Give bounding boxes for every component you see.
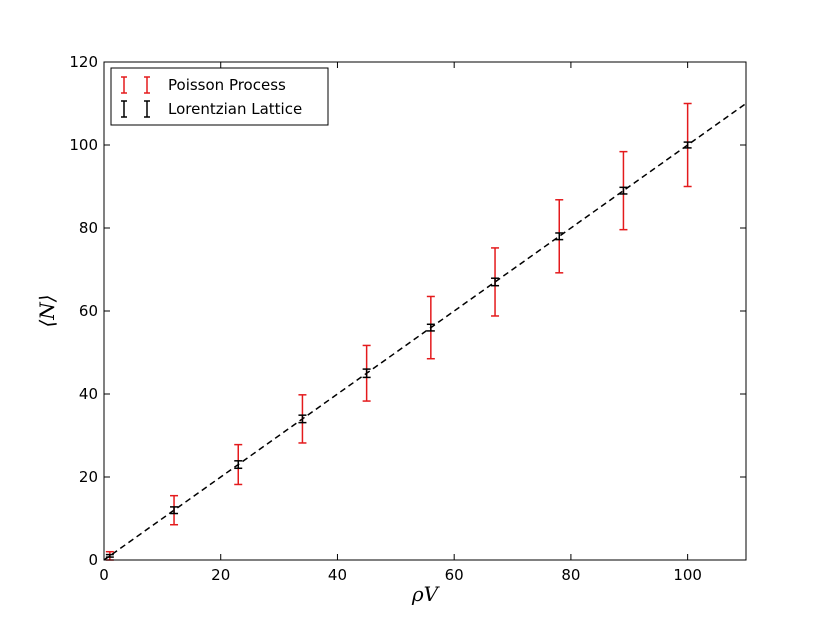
legend-label-lorentzian: Lorentzian Lattice bbox=[168, 100, 302, 118]
tick-layer: 0 20 40 60 80 100 0 20 40 60 80 100 120 bbox=[69, 53, 746, 584]
legend-item-poisson: Poisson Process bbox=[121, 76, 286, 94]
x-tick-label-5: 100 bbox=[673, 566, 702, 584]
y-tick-label-3: 60 bbox=[79, 302, 98, 320]
legend-label-poisson: Poisson Process bbox=[168, 76, 286, 94]
x-tick-label-3: 60 bbox=[445, 566, 464, 584]
x-tick-label-1: 20 bbox=[211, 566, 230, 584]
x-tick-label-4: 80 bbox=[561, 566, 580, 584]
y-tick-label-2: 40 bbox=[79, 385, 98, 403]
y-axis-label: ⟨N⟩ bbox=[35, 294, 59, 327]
lorentzian-errorbar-1 bbox=[170, 506, 179, 515]
lorentzian-errorbar-0 bbox=[105, 553, 114, 558]
y-tick-label-1: 20 bbox=[79, 468, 98, 486]
fit-line bbox=[103, 102, 747, 561]
legend-item-lorentzian: Lorentzian Lattice bbox=[121, 100, 302, 118]
lorentzian-errorbar-2 bbox=[234, 460, 243, 470]
lorentzian-errorbar-3 bbox=[298, 414, 307, 424]
y-tick-label-6: 120 bbox=[69, 53, 98, 71]
fit-line-layer bbox=[103, 102, 747, 561]
y-tick-label-0: 0 bbox=[88, 551, 98, 569]
x-tick-label-2: 40 bbox=[328, 566, 347, 584]
legend: Poisson Process Lorentzian Lattice bbox=[110, 67, 329, 126]
y-tick-label-5: 100 bbox=[69, 136, 98, 154]
lorentzian-errorbar-6 bbox=[491, 277, 500, 287]
lorentzian-errorbar-9 bbox=[683, 141, 692, 149]
x-tick-label-0: 0 bbox=[99, 566, 109, 584]
errorbar-layer bbox=[105, 102, 692, 561]
lorentzian-errorbar-5 bbox=[426, 323, 435, 332]
y-tick-label-4: 80 bbox=[79, 219, 98, 237]
lorentzian-errorbar-7 bbox=[555, 232, 564, 241]
lorentzian-errorbar-8 bbox=[619, 186, 628, 195]
x-axis-label: ρV bbox=[411, 582, 441, 606]
plot-area bbox=[104, 62, 746, 560]
lorentzian-errorbar-4 bbox=[362, 368, 371, 379]
